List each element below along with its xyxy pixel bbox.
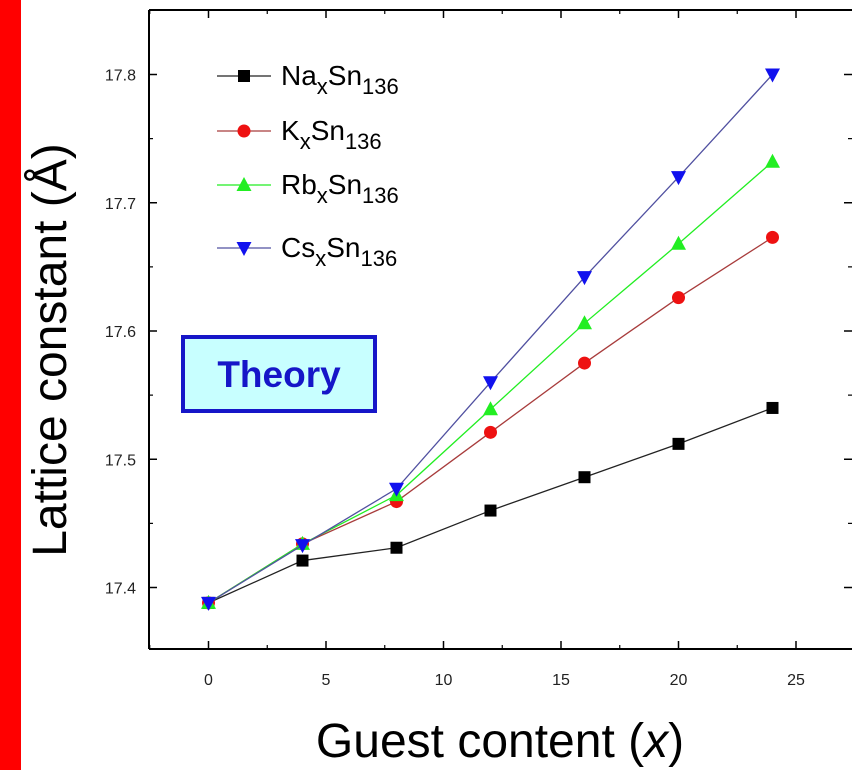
legend-subscript: 136 (360, 246, 397, 271)
data-point-NaxSn136 (672, 437, 685, 450)
data-point-RbxSn136 (671, 235, 686, 250)
legend-marker (238, 70, 250, 82)
legend-label: NaxSn136 (281, 60, 399, 99)
legend-subscript: x (315, 246, 326, 271)
legend-subscript: x (317, 183, 328, 208)
x-axis-title-main: Guest content ( (316, 715, 644, 768)
legend-text-part: Sn (328, 169, 362, 200)
data-point-KxSn136 (672, 291, 685, 305)
legend-text-part: Sn (326, 232, 360, 263)
legend-label: CsxSn136 (281, 232, 397, 271)
axis-ticks (149, 9, 852, 649)
y-tick-label: 17.8 (105, 68, 136, 85)
theory-annotation: Theory (181, 335, 377, 413)
data-point-RbxSn136 (577, 315, 592, 330)
legend-marker (236, 177, 252, 191)
x-tick-label: 15 (552, 672, 570, 689)
left-red-border (0, 0, 21, 770)
y-tick-label: 17.6 (105, 324, 136, 341)
legend-item-RbxSn136: RbxSn136 (217, 169, 399, 208)
legend-subscript: 136 (362, 74, 399, 99)
x-tick-label: 25 (787, 672, 805, 689)
x-tick-label: 0 (204, 672, 213, 689)
data-point-CsxSn136 (201, 596, 216, 611)
theory-label: Theory (217, 354, 341, 395)
data-point-KxSn136 (766, 230, 779, 244)
legend-item-NaxSn136: NaxSn136 (217, 60, 399, 99)
data-point-CsxSn136 (483, 376, 498, 391)
y-tick-label: 17.7 (105, 196, 136, 213)
data-point-NaxSn136 (296, 554, 309, 567)
legend-marker (236, 242, 252, 256)
data-point-KxSn136 (578, 356, 591, 370)
legend-subscript: x (317, 74, 328, 99)
x-axis-title-variable: x (642, 715, 670, 768)
legend-text-part: Na (281, 60, 317, 91)
x-axis-title: Guest content (x) (316, 715, 684, 768)
series-CsxSn136 (201, 68, 780, 611)
legend-item-CsxSn136: CsxSn136 (217, 232, 397, 271)
series-NaxSn136 (202, 401, 779, 609)
data-point-KxSn136 (484, 425, 497, 439)
data-point-CsxSn136 (577, 271, 592, 286)
data-point-NaxSn136 (484, 504, 497, 517)
legend-marker (237, 124, 251, 138)
x-tick-label: 10 (435, 672, 453, 689)
legend-item-KxSn136: KxSn136 (217, 115, 382, 154)
theory-box (181, 335, 377, 413)
legend-label: RbxSn136 (281, 169, 399, 208)
series-group (201, 68, 780, 611)
axis-tick-labels: 0 5 10 15 20 25 17.4 17.5 17.6 17.7 17.8 (105, 68, 805, 690)
series-line-KxSn136 (208, 236, 773, 604)
data-point-CsxSn136 (671, 171, 686, 186)
legend-text-part: K (281, 115, 300, 146)
data-point-CsxSn136 (765, 68, 780, 83)
legend-subscript: 136 (362, 183, 399, 208)
x-axis-title-close: ) (668, 715, 684, 768)
data-point-CsxSn136 (389, 482, 404, 497)
legend-text-part: Rb (281, 169, 317, 200)
y-axis-title: Lattice constant (Å) (24, 143, 77, 557)
data-point-CsxSn136 (295, 539, 310, 554)
legend-text-part: Sn (311, 115, 345, 146)
data-point-NaxSn136 (766, 401, 779, 414)
legend-subscript: x (300, 129, 311, 154)
y-tick-label: 17.4 (105, 581, 136, 598)
data-point-NaxSn136 (578, 471, 591, 484)
data-point-RbxSn136 (765, 153, 780, 168)
x-tick-label: 20 (670, 672, 688, 689)
data-point-RbxSn136 (483, 401, 498, 416)
legend-subscript: 136 (345, 129, 382, 154)
y-tick-label: 17.5 (105, 452, 136, 469)
x-tick-label: 5 (322, 672, 331, 689)
legend-text-part: Sn (328, 60, 362, 91)
legend-label: KxSn136 (281, 115, 382, 154)
legend-text-part: Cs (281, 232, 315, 263)
plot-frame (148, 9, 852, 650)
data-point-NaxSn136 (390, 541, 403, 554)
